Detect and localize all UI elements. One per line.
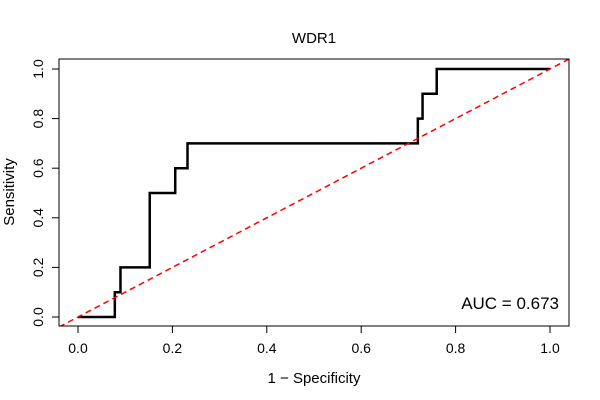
y-axis: 0.0 0.2 0.4 0.6 0.8 1.0 (30, 59, 60, 327)
x-tick-label: 0.8 (446, 340, 466, 356)
chart-title: WDR1 (292, 30, 336, 47)
x-tick-label: 0.6 (351, 340, 371, 356)
y-tick-label: 0.6 (30, 158, 46, 178)
x-tick-label: 0.4 (257, 340, 277, 356)
x-tick-label: 0.2 (163, 340, 183, 356)
y-tick-label: 0.0 (30, 307, 46, 327)
roc-curve-line (78, 67, 550, 319)
y-tick-label: 0.4 (30, 208, 46, 228)
x-tick-label: 0.0 (68, 340, 88, 356)
plot-frame (58, 58, 570, 327)
y-tick-label: 1.0 (30, 59, 46, 79)
y-tick-label: 0.8 (30, 109, 46, 129)
reference-diagonal-line (59, 59, 569, 326)
x-axis-label: 1 − Specificity (268, 370, 361, 387)
y-axis-label: Sensitivity (1, 158, 18, 226)
auc-annotation: AUC = 0.673 (461, 294, 559, 313)
x-axis: 0.0 0.2 0.4 0.6 0.8 1.0 (68, 325, 560, 356)
y-tick-label: 0.2 (30, 257, 46, 277)
x-tick-label: 1.0 (540, 340, 560, 356)
series-layer (59, 59, 569, 326)
